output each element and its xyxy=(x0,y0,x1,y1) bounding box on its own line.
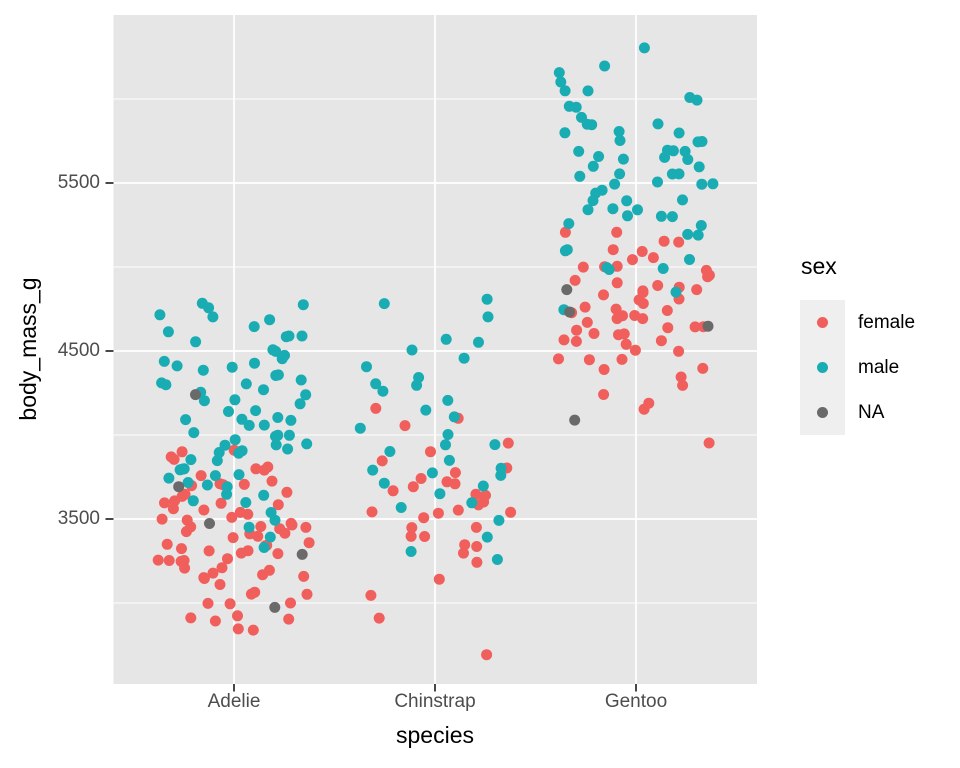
x-tick-label-gentoo: Gentoo xyxy=(604,691,668,712)
legend-title: sex xyxy=(801,253,837,279)
legend-item-na: NA xyxy=(800,390,915,435)
x-tick-label-chinstrap: Chinstrap xyxy=(394,691,476,712)
legend-item-male: male xyxy=(800,345,915,390)
y-tick-label-4500: 4500 xyxy=(57,340,100,361)
legend-key-female xyxy=(800,300,845,345)
female-dot-icon xyxy=(817,317,828,328)
legend-label-male: male xyxy=(858,356,900,378)
y-tick-label-3500: 3500 xyxy=(57,508,100,529)
legend-label-na: NA xyxy=(858,401,885,423)
x-axis-title: species xyxy=(396,722,474,748)
legend-key-male xyxy=(800,345,845,390)
y-tick-label-5500: 5500 xyxy=(57,172,100,193)
y-axis-title: body_mass_g xyxy=(15,277,41,421)
x-tick-label-adelie: Adelie xyxy=(207,691,261,712)
legend-key-na xyxy=(800,390,845,435)
legend: sex female male NA xyxy=(800,252,915,435)
male-dot-icon xyxy=(817,362,828,373)
legend-item-female: female xyxy=(800,300,915,345)
legend-label-female: female xyxy=(858,311,916,333)
na-dot-icon xyxy=(817,407,828,418)
